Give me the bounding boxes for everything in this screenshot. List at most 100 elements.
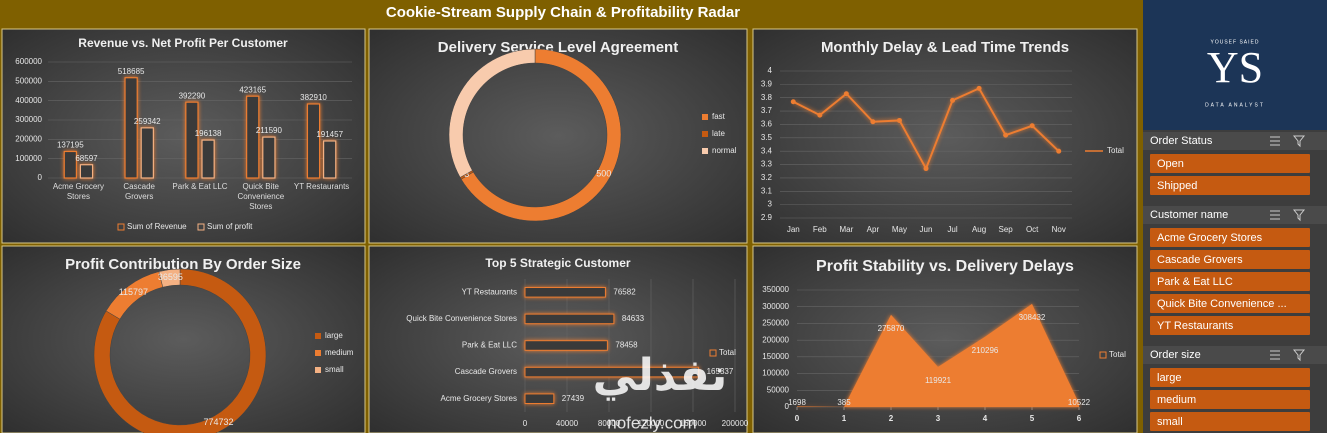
marker: [1056, 148, 1062, 154]
x-tick-label: Jul: [947, 225, 957, 234]
data-label: 27439: [562, 394, 585, 403]
x-tick-label-box: Quick Bite Convenience Stores: [237, 182, 285, 211]
data-label: 392290: [179, 91, 206, 100]
data-label: 423165: [239, 85, 266, 94]
x-tick-label: 0: [795, 414, 800, 423]
y-tick-label: 2.9: [761, 213, 773, 222]
chart-title: Monthly Delay & Lead Time Trends: [821, 39, 1069, 56]
legend-label: large: [325, 331, 343, 340]
area: [797, 303, 1079, 407]
bar: [323, 140, 337, 179]
bar: [524, 393, 555, 404]
data-label: 165337: [707, 367, 734, 376]
data-label: 84633: [622, 314, 645, 323]
x-tick-label: 80000: [598, 419, 621, 428]
x-tick-label: Apr: [867, 225, 880, 234]
x-tick-label-box: Cascade Grovers: [123, 182, 155, 201]
legend-label: small: [325, 365, 344, 374]
slicer-button[interactable]: [1150, 176, 1310, 195]
bar: [185, 101, 199, 179]
marker: [1029, 123, 1035, 129]
x-tick-label: Sep: [999, 225, 1014, 234]
legend-swatch: [315, 367, 321, 373]
slicer-button[interactable]: [1150, 316, 1310, 335]
y-tick-label: 4: [768, 66, 773, 75]
y-tick-label: 300000: [15, 115, 42, 124]
bar: [524, 366, 700, 378]
bar: [201, 139, 215, 179]
legend-label: Sum of profit: [207, 222, 253, 231]
chart-title: Profit Stability vs. Delivery Delays: [816, 258, 1074, 275]
panel: [1, 28, 366, 244]
slicer-button[interactable]: [1150, 412, 1310, 431]
slicer-header: [1143, 346, 1327, 364]
bar: [262, 136, 276, 179]
multi-select-icon[interactable]: [1270, 350, 1280, 360]
y-tick-label: 350000: [762, 285, 789, 294]
data-label: 115797: [119, 287, 148, 297]
x-tick-label-box: YT Restaurants: [294, 182, 349, 191]
data-label: 210296: [972, 346, 999, 355]
slicer-header: [1143, 206, 1327, 224]
bar: [63, 150, 77, 179]
y-tick-label: 100000: [762, 369, 789, 378]
slicer-item: Cascade Grovers: [1157, 254, 1243, 266]
clear-filter-icon[interactable]: [1292, 349, 1306, 362]
legend-swatch: [709, 349, 717, 357]
logo-initials: YS: [1207, 43, 1263, 92]
legend-swatch: [702, 148, 708, 154]
legend-label: medium: [325, 348, 354, 357]
legend-label: normal: [712, 146, 737, 155]
marker: [976, 85, 982, 91]
y-tick-label: 150000: [762, 352, 789, 361]
slicer-button[interactable]: [1150, 390, 1310, 409]
bar: [524, 340, 608, 351]
bar: [140, 127, 154, 179]
x-tick-label: May: [892, 225, 907, 234]
legend-swatch: [315, 350, 321, 356]
slicer-button[interactable]: [1150, 228, 1310, 247]
clear-filter-icon[interactable]: [1292, 209, 1306, 222]
y-tick-label: 300000: [762, 302, 789, 311]
x-tick-label: 160000: [680, 419, 707, 428]
bar: [246, 95, 260, 179]
slicer-button[interactable]: [1150, 250, 1310, 269]
slicer-title: Order size: [1150, 349, 1201, 361]
marker: [843, 91, 849, 97]
legend-swatch: [702, 131, 708, 137]
chart-title: Top 5 Strategic Customer: [485, 256, 630, 270]
data-label: 308432: [1019, 313, 1046, 322]
slicer-item: Acme Grocery Stores: [1157, 232, 1263, 244]
bar: [306, 103, 321, 179]
slicer-button[interactable]: [1150, 294, 1310, 313]
x-tick-label: Quick Bite Convenience Stores: [237, 182, 285, 211]
slicer-item: Quick Bite Convenience ...: [1157, 298, 1287, 310]
marker: [923, 166, 929, 172]
chart-title: Revenue vs. Net Profit Per Customer: [78, 36, 288, 50]
data-label: 137195: [57, 141, 84, 150]
slicer-button[interactable]: [1150, 272, 1310, 291]
data-label: 500: [596, 168, 611, 178]
slicer-item: Open: [1157, 158, 1184, 170]
y-tick-label: Park & Eat LLC: [462, 341, 517, 350]
y-tick-label: 600000: [15, 57, 42, 66]
dashboard-title: Cookie-Stream Supply Chain & Profitabili…: [386, 4, 740, 21]
y-tick-label: 0: [785, 402, 790, 411]
slicer-title: Order Status: [1150, 135, 1213, 147]
slicer-button[interactable]: [1150, 154, 1310, 173]
data-label: 36595: [158, 272, 183, 282]
logo-role: DATA ANALYST: [1205, 102, 1265, 108]
data-label: 76582: [613, 287, 636, 296]
logo-box: [1143, 0, 1327, 130]
data-label: 275870: [878, 324, 905, 333]
clear-filter-icon[interactable]: [1292, 135, 1306, 148]
slicer-button[interactable]: [1150, 368, 1310, 387]
multi-select-icon[interactable]: [1270, 210, 1280, 220]
slicer-title: Customer name: [1150, 209, 1228, 221]
data-label: 382910: [300, 93, 327, 102]
multi-select-icon[interactable]: [1270, 136, 1280, 146]
legend-label: fast: [712, 112, 726, 121]
x-tick-label: Aug: [972, 225, 986, 234]
watermark-arabic: نفذلي: [593, 350, 728, 401]
